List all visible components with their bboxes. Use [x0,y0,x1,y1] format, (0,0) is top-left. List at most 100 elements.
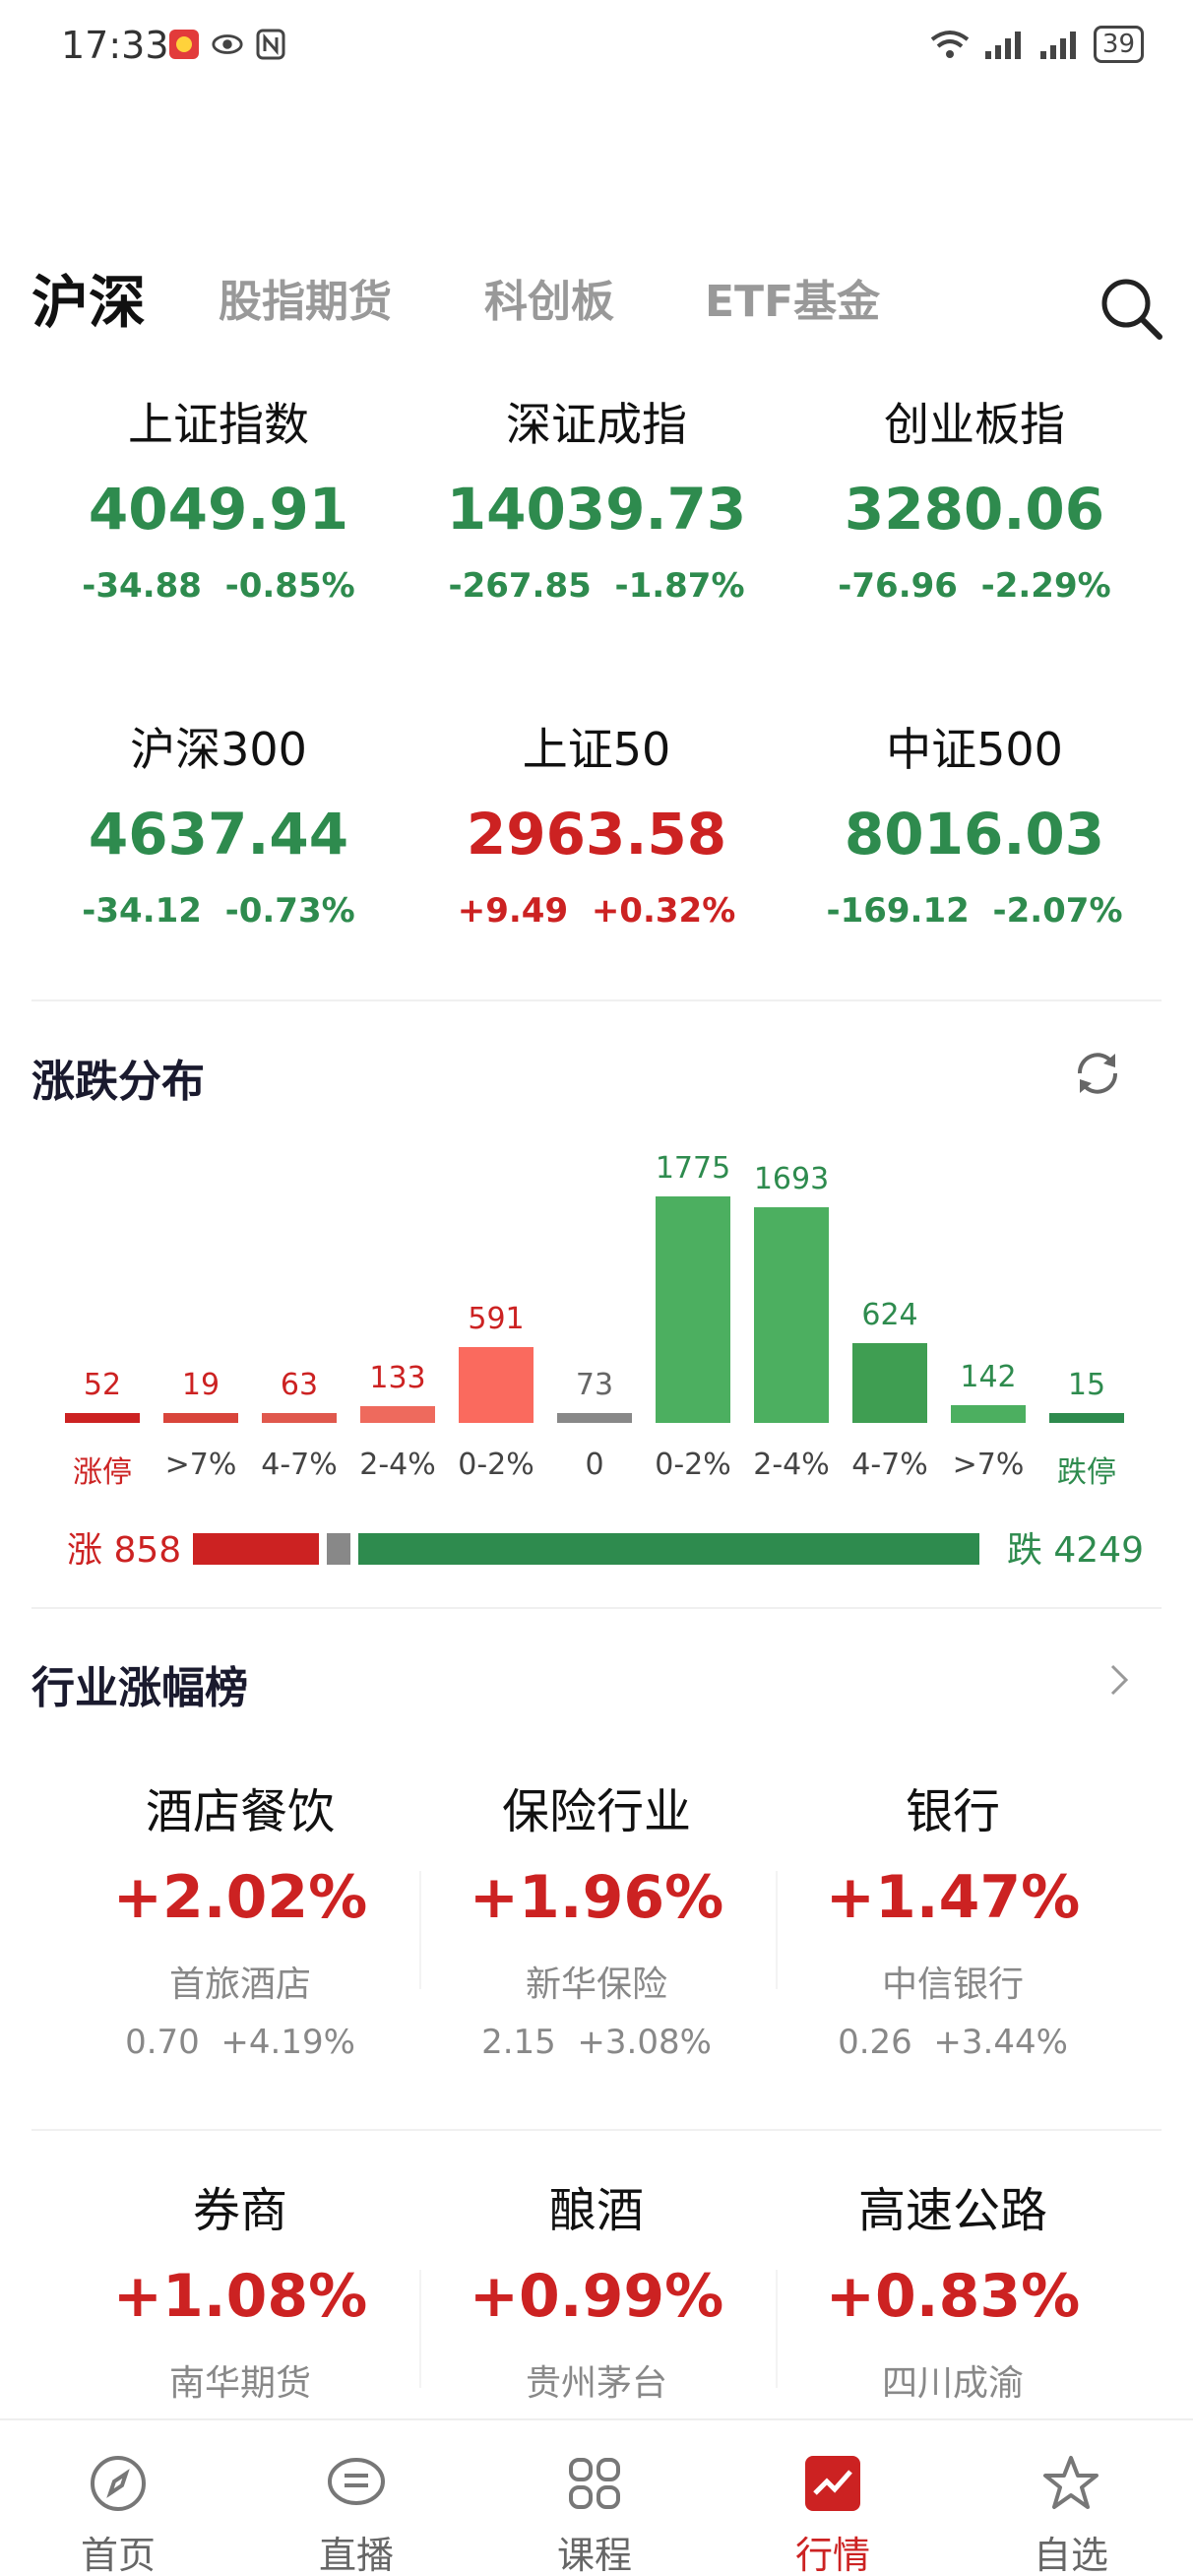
distribution-title: 涨跌分布 [31,1057,205,1107]
industry-card[interactable]: 保险行业 +1.96% 新华保险 2.15 +3.08% [419,1772,774,2062]
search-button[interactable] [1097,274,1165,343]
leading-stock: 贵州茅台 [525,2363,667,2404]
industry-name: 高速公路 [857,2183,1047,2238]
search-icon [1101,279,1162,340]
index-card-csi300[interactable]: 沪深300 4637.44 -34.12 -0.73% [31,714,406,931]
industry-name: 酿酒 [548,2183,644,2238]
nav-home[interactable]: 首页 [39,2452,197,2576]
nav-label: 行情 [794,2534,870,2576]
status-system-icons: 39 [928,26,1144,63]
nav-market[interactable]: 行情 [754,2452,911,2576]
refresh-button[interactable] [1068,1044,1127,1103]
dist-bar-count: 15 [1067,1368,1106,1402]
dist-bar-label: >7% [952,1448,1025,1482]
column-divider [776,1871,778,1989]
industry-name: 保险行业 [501,1784,691,1839]
index-card-chinext[interactable]: 创业板指 3280.06 -76.96 -2.29% [787,389,1162,606]
index-value: 8016.03 [844,801,1105,868]
industry-pct: +0.99% [469,2262,724,2331]
row-divider [31,2129,1162,2131]
chevron-right-icon [1110,1664,1129,1696]
signal-icon-1 [984,32,1021,59]
dist-bar [852,1343,927,1423]
section-divider [31,1607,1162,1609]
leading-stock-values: 0.70 +4.19% [125,2023,355,2062]
column-divider [419,2270,421,2388]
dist-bar-count: 142 [960,1360,1017,1394]
dist-bar-label: 0-2% [458,1448,534,1482]
tab-etf-fund[interactable]: ETF基金 [705,277,881,327]
index-name: 中证500 [886,723,1063,776]
leading-stock: 四川成渝 [881,2363,1024,2404]
tab-star-market[interactable]: 科创板 [484,277,614,327]
dist-bar-count: 19 [181,1368,220,1402]
index-change: -34.12 -0.73% [82,891,355,931]
down-count-label: 跌 4249 [1006,1530,1144,1571]
industry-pct: +2.02% [112,1863,368,1932]
market-tabs: 沪深 股指期货 科创板 ETF基金 [0,266,1193,354]
tab-hushen[interactable]: 沪深 [31,269,147,336]
index-name: 沪深300 [130,723,307,776]
industry-pct: +1.47% [825,1863,1081,1932]
index-change: +9.49 +0.32% [457,891,736,931]
leading-stock: 首旅酒店 [168,1964,311,2005]
down-ratio-bar [358,1533,979,1565]
nav-label: 首页 [80,2534,156,2576]
index-value: 3280.06 [844,476,1105,543]
status-time: 17:33 [61,24,169,67]
industry-card[interactable]: 券商 +1.08% 南华期货 [63,2171,417,2404]
index-value: 4637.44 [88,801,349,868]
index-value: 4049.91 [88,476,349,543]
up-count-label: 涨 858 [67,1530,182,1571]
industry-name: 银行 [905,1784,1000,1839]
star-icon [1043,2456,1099,2509]
status-bar: 17:33 39 [0,0,1193,98]
index-card-sse50[interactable]: 上证50 2963.58 +9.49 +0.32% [409,714,784,931]
index-card-sse[interactable]: 上证指数 4049.91 -34.88 -0.85% [31,389,406,606]
dist-bar-count: 624 [861,1298,918,1332]
dist-bar-label: 0 [585,1448,604,1482]
industry-title[interactable]: 行业涨幅榜 [31,1663,248,1713]
leading-stock: 新华保险 [525,1964,667,2005]
industry-card[interactable]: 酒店餐饮 +2.02% 首旅酒店 0.70 +4.19% [63,1772,417,2062]
index-card-szse[interactable]: 深证成指 14039.73 -267.85 -1.87% [409,389,784,606]
dist-bar-label: 跌停 [1057,1455,1116,1490]
industry-card[interactable]: 高速公路 +0.83% 四川成渝 [776,2171,1130,2404]
chart-icon [805,2456,860,2511]
nav-watchlist[interactable]: 自选 [992,2452,1150,2576]
dist-bar-count: 591 [468,1302,525,1336]
industry-card[interactable]: 银行 +1.47% 中信银行 0.26 +3.44% [776,1772,1130,2062]
battery-indicator: 39 [1093,26,1144,63]
dist-bar [557,1413,632,1423]
eye-icon [211,28,244,61]
up-ratio-bar [193,1533,319,1565]
column-divider [419,1871,421,1989]
dist-bar-count: 73 [575,1368,614,1402]
flat-ratio-bar [327,1533,350,1565]
index-name: 上证指数 [128,398,309,451]
index-name: 创业板指 [884,398,1065,451]
index-value: 14039.73 [446,476,747,543]
nav-live[interactable]: 直播 [278,2452,435,2576]
dist-bar [360,1406,435,1423]
chat-icon [328,2458,385,2505]
index-name: 深证成指 [506,398,687,451]
wifi-icon [930,31,970,58]
index-change: -34.88 -0.85% [82,566,355,606]
index-change: -169.12 -2.07% [826,891,1123,931]
tab-index-futures[interactable]: 股指期货 [219,277,392,327]
industry-more-button[interactable] [1104,1660,1134,1700]
dist-bar-label: 2-4% [359,1448,436,1482]
industry-card[interactable]: 酿酒 +0.99% 贵州茅台 [419,2171,774,2404]
industry-pct: +0.83% [825,2262,1081,2331]
index-change: -76.96 -2.29% [838,566,1111,606]
nav-courses[interactable]: 课程 [516,2452,673,2576]
dist-bar [951,1405,1026,1423]
app-notification-icon [167,28,201,61]
column-divider [776,2270,778,2388]
leading-stock: 中信银行 [881,1964,1024,2005]
nfc-icon [254,28,287,61]
index-card-csi500[interactable]: 中证500 8016.03 -169.12 -2.07% [787,714,1162,931]
dist-bar-label: 4-7% [261,1448,338,1482]
leading-stock: 南华期货 [168,2363,311,2404]
